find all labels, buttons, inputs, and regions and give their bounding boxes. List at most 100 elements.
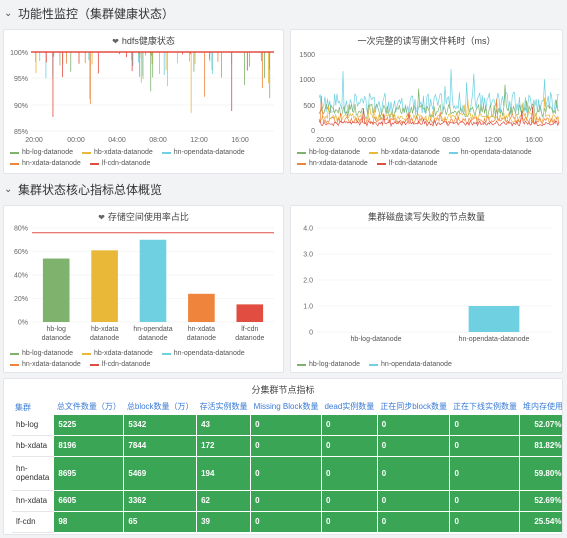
- table-cell: 0: [250, 489, 322, 512]
- x-tick: 16:00: [231, 137, 249, 144]
- series-line: [318, 69, 559, 115]
- bar: [91, 250, 118, 322]
- table-cell: 3362: [123, 489, 198, 512]
- legend-item[interactable]: hn-opendata-datanode: [161, 148, 245, 158]
- table-cell: 8196: [53, 434, 125, 457]
- legend-item[interactable]: hb-log-datanode: [10, 349, 73, 359]
- legend-item[interactable]: hb-log-datanode: [10, 148, 73, 158]
- legend: hb-log-datanode hb-xdata-datanode hn-ope…: [10, 148, 280, 169]
- panel-hdfs-health[interactable]: ❤ hdfs健康状态 100% 95% 90% 85% 20:00 00:00 0…: [3, 29, 284, 174]
- legend: hb-log-datanode hb-xdata-datanode hn-ope…: [10, 349, 280, 370]
- table-row: lf-cdn 98 65 39 0 0 0 0 25.54%: [12, 510, 562, 533]
- panel-cluster-table[interactable]: 分集群节点指标 集群 总文件数量（万） 总block数量（万） 存活实例数量 M…: [3, 378, 563, 535]
- table-cell: 25.54%: [519, 510, 562, 533]
- category-label: hb-log datanode: [42, 326, 71, 342]
- disk-failures-chart: 0 1.0 2.0 3.0 4.0 hb-log-datanode hn-opendata…: [303, 226, 553, 343]
- legend-item[interactable]: hn-xdata-datanode: [10, 159, 81, 169]
- table-cell: 0: [250, 413, 322, 436]
- legend-item[interactable]: lf-cdn-datanode: [89, 360, 150, 370]
- table-cell: 0: [320, 510, 378, 533]
- category-label: hn-xdata datanode: [187, 326, 216, 342]
- panel-title: 一次完整的读写删文件耗时（ms）: [357, 36, 496, 46]
- legend-item[interactable]: hn-xdata-datanode: [10, 360, 81, 370]
- storage-usage-chart: 0% 20% 40% 60% 80% hb-log datanode hb-xdata dat…: [14, 226, 274, 342]
- table-cell: 5342: [123, 413, 198, 436]
- table-cell: 0: [449, 455, 521, 491]
- legend-item[interactable]: hb-log-datanode: [297, 360, 360, 370]
- y-tick-label: 60%: [14, 249, 28, 256]
- legend-item[interactable]: hb-xdata-datanode: [82, 349, 153, 359]
- legend-item[interactable]: hb-xdata-datanode: [369, 148, 440, 158]
- y-tick: 500: [303, 103, 315, 110]
- column-header[interactable]: 总block数量（万）: [123, 400, 197, 414]
- table-cell: 0: [250, 510, 322, 533]
- table-cell: 194: [196, 455, 252, 491]
- column-header[interactable]: 堆内存使用: [519, 400, 562, 414]
- cluster-table: 集群 总文件数量（万） 总block数量（万） 存活实例数量 Missing B…: [12, 400, 562, 533]
- x-tick: 04:00: [108, 137, 126, 144]
- y-tick-label: 3.0: [303, 252, 313, 259]
- y-tick: 1000: [299, 77, 315, 84]
- chevron-down-icon: ⌄: [4, 7, 13, 19]
- table-cell: 39: [196, 510, 252, 533]
- table-cell: 0: [320, 434, 378, 457]
- column-header[interactable]: 正在同步block数量: [377, 400, 450, 414]
- y-tick-label: 20%: [14, 296, 28, 303]
- table-cell: 0: [376, 434, 451, 457]
- legend-item[interactable]: hb-xdata-datanode: [82, 148, 153, 158]
- x-tick: 20:00: [25, 137, 43, 144]
- cluster-name: lf-cdn: [12, 511, 54, 533]
- rw-latency-chart: 1500 1000 500 0 20:00 00:00 04:00 08:00 …: [299, 52, 560, 144]
- category-label: hb-log-datanode: [351, 336, 402, 343]
- table-cell: 59.80%: [519, 455, 562, 491]
- x-tick: 08:00: [442, 137, 460, 144]
- x-tick: 00:00: [67, 137, 85, 144]
- panel-disk-failures[interactable]: 集群磁盘读写失败的节点数量 0 1.0 2.0 3.0 4.0 hb-log-datan…: [290, 205, 563, 373]
- series-line: [318, 97, 560, 123]
- legend-item[interactable]: hn-opendata-datanode: [161, 349, 245, 359]
- table-cell: 6605: [53, 489, 125, 512]
- panel-title: ❤ 存储空间使用率占比: [98, 212, 189, 222]
- section-header-functional[interactable]: ⌄ 功能性监控（集群健康状态）: [0, 2, 567, 24]
- heart-icon: ❤: [98, 213, 105, 222]
- table-cell: 0: [376, 510, 451, 533]
- column-header[interactable]: 总文件数量（万）: [53, 400, 124, 414]
- series-line: [318, 106, 560, 128]
- y-tick-label: 40%: [14, 273, 28, 280]
- table-header-row: 集群 总文件数量（万） 总block数量（万） 存活实例数量 Missing B…: [12, 400, 562, 414]
- table-cell: 0: [250, 434, 322, 457]
- legend-item[interactable]: hn-opendata-datanode: [448, 148, 532, 158]
- column-header[interactable]: dead实例数量: [321, 400, 378, 414]
- y-tick-label: 4.0: [303, 226, 313, 233]
- legend-item[interactable]: lf-cdn-datanode: [376, 159, 437, 169]
- section-header-core[interactable]: ⌄ 集群状态核心指标总体概览: [0, 178, 567, 200]
- x-tick: 04:00: [400, 137, 418, 144]
- legend-item[interactable]: hb-log-datanode: [297, 148, 360, 158]
- column-header[interactable]: Missing Block数量: [250, 400, 322, 414]
- table-cell: 0: [376, 489, 451, 512]
- bar: [188, 293, 215, 322]
- section-title: 集群状态核心指标总体概览: [18, 182, 163, 197]
- column-header[interactable]: 存活实例数量: [196, 400, 251, 414]
- x-tick: 08:00: [149, 137, 167, 144]
- cluster-name: hn-opendata: [12, 456, 54, 491]
- panel-rw-latency[interactable]: 一次完整的读写删文件耗时（ms） 1500 1000 500 0 20:00 0…: [290, 29, 563, 174]
- legend-item[interactable]: hn-xdata-datanode: [297, 159, 368, 169]
- y-tick: 100%: [10, 50, 28, 57]
- panel-title: 集群磁盘读写失败的节点数量: [367, 212, 485, 222]
- y-tick-label: 1.0: [303, 304, 313, 311]
- table-cell: 0: [320, 489, 378, 512]
- y-tick: 90%: [14, 103, 28, 110]
- table-cell: 0: [320, 413, 378, 436]
- table-cell: 98: [53, 510, 125, 533]
- table-cell: 5225: [53, 413, 125, 436]
- section-title: 功能性监控（集群健康状态）: [18, 6, 175, 21]
- panel-storage-usage[interactable]: ❤ 存储空间使用率占比 0% 20% 40% 60% 80% hb-log datanode…: [3, 205, 284, 373]
- legend-item[interactable]: lf-cdn-datanode: [89, 159, 150, 169]
- column-header[interactable]: 集群: [12, 400, 54, 414]
- table-row: hn-opendata 8695 5469 194 0 0 0 0 59.80%: [12, 455, 562, 491]
- table-cell: 43: [196, 413, 252, 436]
- column-header[interactable]: 正在下线实例数量: [449, 400, 520, 414]
- cluster-name: hn-xdata: [12, 490, 54, 512]
- legend-item[interactable]: hn-opendata-datanode: [369, 360, 452, 370]
